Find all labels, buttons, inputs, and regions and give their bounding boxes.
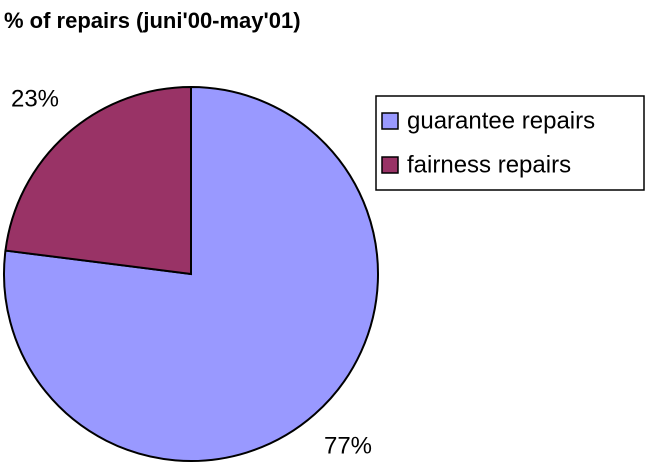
legend-label: guarantee repairs	[407, 107, 595, 134]
legend-box	[375, 95, 645, 191]
data-label: 77%	[324, 432, 372, 459]
legend-label: fairness repairs	[407, 151, 571, 178]
legend-swatch	[381, 112, 399, 130]
chart-title: % of repairs (juni'00-may'01)	[4, 8, 301, 33]
data-label: 23%	[11, 85, 59, 112]
legend-swatch	[381, 156, 399, 174]
pie-slice	[4, 85, 192, 276]
